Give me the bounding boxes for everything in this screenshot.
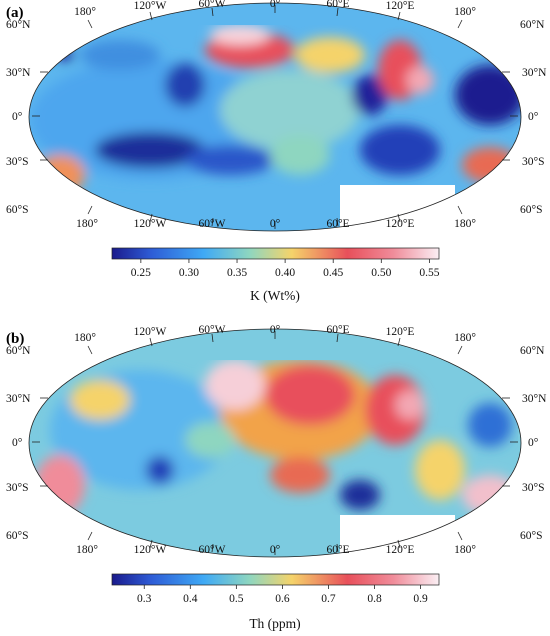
colorbar-tick-label: 0.35 bbox=[227, 267, 247, 279]
colorbar-tick-label: 0.40 bbox=[275, 267, 295, 279]
lon-label: 180° bbox=[76, 218, 98, 230]
panel-b-outline bbox=[28, 328, 522, 558]
panel-a-label: (a) bbox=[6, 5, 24, 21]
lon-label: 0° bbox=[270, 218, 281, 230]
lon-label: 180° bbox=[454, 218, 476, 230]
lat-label: 60°N bbox=[520, 345, 545, 357]
lon-label: 120°E bbox=[386, 544, 415, 556]
lon-label: 120°W bbox=[134, 0, 167, 12]
lat-label: 60°S bbox=[6, 204, 29, 216]
lon-label: 180° bbox=[454, 332, 476, 344]
panel-b-colorbar: 0.3 0.4 0.5 0.6 0.7 0.8 0.9 Th (ppm) bbox=[111, 573, 440, 631]
panel-a: (a) bbox=[6, 0, 547, 303]
lat-label: 30°N bbox=[522, 393, 547, 405]
colorbar-tick-label: 0.55 bbox=[419, 267, 439, 279]
lon-label: 60°W bbox=[199, 0, 226, 10]
lat-label: 0° bbox=[528, 437, 539, 449]
lat-label: 60°N bbox=[6, 19, 31, 31]
lon-label: 60°W bbox=[199, 324, 226, 336]
panel-a-heatmap bbox=[29, 3, 521, 231]
colorbar-tick-label: 0.7 bbox=[321, 593, 336, 605]
lon-label: 60°W bbox=[199, 218, 226, 230]
lat-label: 60°S bbox=[520, 530, 543, 542]
colorbar-tick-label: 0.30 bbox=[179, 267, 199, 279]
lon-label: 120°E bbox=[386, 0, 415, 12]
lat-label: 60°S bbox=[520, 204, 543, 216]
colorbar-a-title: K (Wt%) bbox=[250, 288, 300, 303]
colorbar-tick-label: 0.3 bbox=[137, 593, 152, 605]
lon-label: 180° bbox=[454, 6, 476, 18]
lon-label: 60°W bbox=[199, 544, 226, 556]
lon-label: 60°E bbox=[326, 544, 349, 556]
panel-b-label: (b) bbox=[6, 331, 24, 347]
colorbar-tick-label: 0.4 bbox=[183, 593, 198, 605]
lon-label: 0° bbox=[270, 544, 281, 556]
lon-label: 60°E bbox=[326, 324, 349, 336]
lat-label: 0° bbox=[528, 111, 539, 123]
colorbar-tick-label: 0.8 bbox=[367, 593, 382, 605]
lat-label: 60°S bbox=[6, 530, 29, 542]
lat-label: 0° bbox=[12, 437, 23, 449]
lat-label: 30°S bbox=[522, 482, 545, 494]
lat-label: 30°N bbox=[522, 67, 547, 79]
lon-label: 180° bbox=[74, 6, 96, 18]
panel-a-outline bbox=[28, 2, 522, 232]
panel-a-colorbar: 0.25 0.30 0.35 0.40 0.45 0.50 0.55 K (Wt%) bbox=[111, 247, 440, 303]
colorbar-tick-label: 0.5 bbox=[229, 593, 244, 605]
panel-a-ticks bbox=[32, 5, 518, 229]
colorbar-tick-label: 0.45 bbox=[323, 267, 343, 279]
lon-label: 60°E bbox=[326, 218, 349, 230]
lat-label: 60°N bbox=[6, 345, 31, 357]
colorbar-tick-label: 0.6 bbox=[275, 593, 290, 605]
panel-b-ticks bbox=[32, 331, 518, 555]
lat-label: 60°N bbox=[520, 19, 545, 31]
lon-label: 120°W bbox=[134, 326, 167, 338]
colorbar-b-title: Th (ppm) bbox=[249, 616, 300, 631]
lon-label: 0° bbox=[270, 324, 281, 336]
panel-b-heatmap bbox=[29, 329, 521, 557]
lon-label: 120°W bbox=[134, 544, 167, 556]
lon-label: 0° bbox=[270, 0, 281, 10]
lon-label: 60°E bbox=[326, 0, 349, 10]
colorbar-tick-label: 0.9 bbox=[413, 593, 428, 605]
lat-label: 30°N bbox=[6, 393, 31, 405]
lon-label: 120°E bbox=[386, 218, 415, 230]
lat-label: 30°S bbox=[6, 482, 29, 494]
lon-label: 120°W bbox=[134, 218, 167, 230]
lon-label: 180° bbox=[76, 544, 98, 556]
panel-b: (b) bbox=[6, 324, 547, 631]
colorbar-tick-label: 0.25 bbox=[131, 267, 151, 279]
lon-label: 180° bbox=[454, 544, 476, 556]
lat-label: 30°S bbox=[522, 156, 545, 168]
lat-label: 30°N bbox=[6, 67, 31, 79]
lat-label: 0° bbox=[12, 111, 23, 123]
lon-label: 180° bbox=[74, 332, 96, 344]
colorbar-tick-label: 0.50 bbox=[371, 267, 391, 279]
lat-label: 30°S bbox=[6, 156, 29, 168]
lon-label: 120°E bbox=[386, 326, 415, 338]
